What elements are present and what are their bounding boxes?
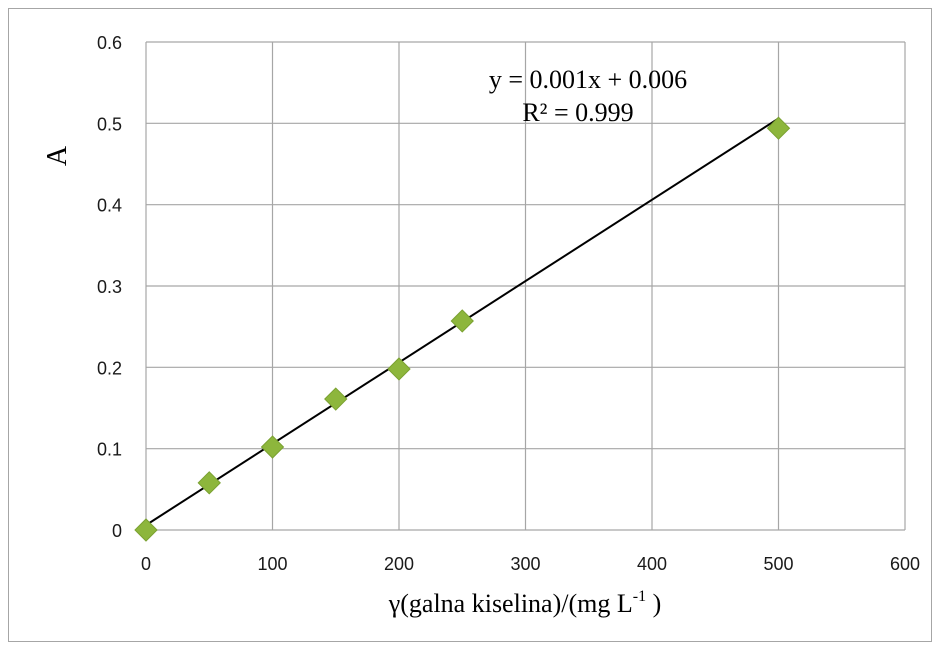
y-tick-label: 0.1 — [97, 440, 122, 460]
x-tick-label: 0 — [141, 554, 151, 574]
data-point-marker — [766, 116, 791, 140]
r-squared-label: R² = 0.999 — [522, 98, 633, 127]
y-axis-label: A — [42, 145, 73, 166]
data-point-marker — [197, 471, 221, 495]
x-tick-label: 100 — [257, 554, 287, 574]
data-points — [134, 116, 791, 542]
y-tick-label: 0.6 — [97, 33, 122, 53]
y-tick-label: 0.4 — [97, 196, 122, 216]
y-tick-label: 0.5 — [97, 114, 122, 134]
x-axis-label-superscript: -1 — [633, 588, 646, 605]
y-tick-label: 0.2 — [97, 358, 122, 378]
y-tick-label: 0 — [112, 521, 122, 541]
data-point-marker — [387, 357, 411, 381]
x-tick-label: 300 — [510, 554, 540, 574]
trendline-equation: y = 0.001x + 0.006 — [489, 65, 687, 94]
data-point-marker — [134, 518, 158, 542]
x-tick-label: 200 — [384, 554, 414, 574]
y-tick-label: 0.3 — [97, 277, 122, 297]
y-tick-labels: 0 0.1 0.2 0.3 0.4 0.5 0.6 — [97, 33, 122, 541]
x-axis-label-end: ) — [646, 589, 661, 618]
x-axis-label-main: γ(galna kiselina)/(mg L — [388, 589, 633, 618]
x-tick-label: 500 — [763, 554, 793, 574]
x-tick-label: 600 — [890, 554, 920, 574]
data-point-marker — [324, 387, 348, 411]
data-point-marker — [260, 435, 285, 459]
x-tick-labels: 0 100 200 300 400 500 600 — [141, 554, 920, 574]
x-axis-label: γ(galna kiselina)/(mg L-1 ) — [388, 588, 661, 618]
data-point-marker — [450, 309, 474, 333]
x-tick-label: 400 — [637, 554, 667, 574]
